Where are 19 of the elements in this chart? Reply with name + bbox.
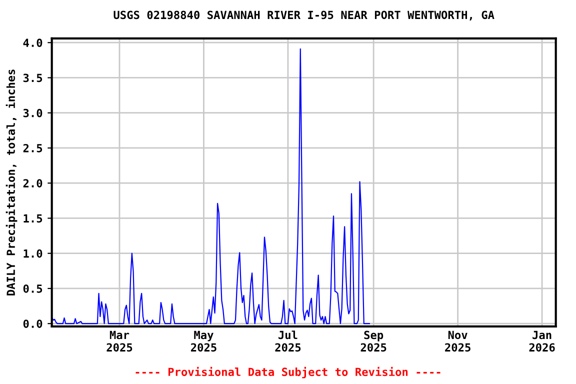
text: ---- Provisional Data Subject to Revision ---- — [136, 366, 440, 378]
y-tick-label: 1.5 — [24, 214, 42, 223]
y-tick-label: 1.0 — [24, 249, 42, 258]
y-tick-label: 0.0 — [23, 320, 42, 328]
y-tick-label: 4.0 — [23, 38, 42, 47]
line-series — [52, 48, 370, 324]
x-tick-label: Jan 2026 — [529, 330, 555, 352]
y-tick-label: 3.5 — [23, 74, 42, 82]
y-tick-label: 0.5 — [23, 284, 42, 293]
y-tick-label: 3.0 — [23, 108, 42, 118]
x-tick-label: Sep 2025 — [360, 330, 386, 352]
x-tick-label: Jul 2025 — [275, 330, 301, 352]
x-tick-label: Nov 2025 — [445, 330, 470, 352]
chart-title: USGS 02198840 SAVANNAH RIVER I-95 NEAR PORT WENTWORTH, GA — [114, 10, 494, 21]
y-axis-title: DAILY Precipitation, total, inches — [6, 70, 18, 296]
x-tick-label: Mar 2025 — [106, 330, 132, 352]
y-tick-label: 2.0 — [23, 179, 42, 188]
y-tick-label: 2.5 — [23, 144, 42, 152]
x-tick-label: May 2025 — [190, 330, 216, 352]
